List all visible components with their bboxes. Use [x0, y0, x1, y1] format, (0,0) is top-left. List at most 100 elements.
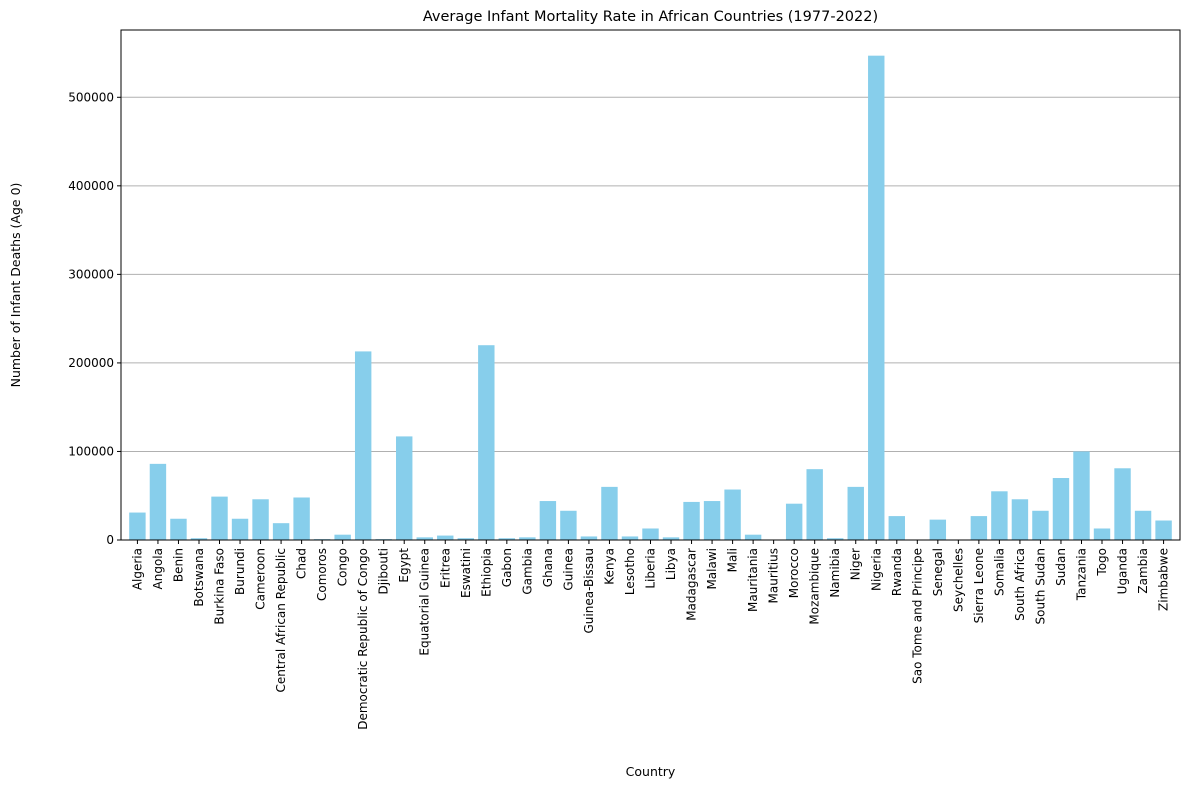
x-tick-label: Burundi	[233, 548, 247, 595]
x-tick-label: Eritrea	[438, 548, 452, 588]
x-tick-label: Algeria	[130, 548, 144, 590]
y-tick-label: 100000	[68, 444, 114, 458]
x-tick-label: Botswana	[192, 548, 206, 607]
x-tick-label: Togo	[1095, 548, 1109, 577]
x-tick-label: Zimbabwe	[1157, 548, 1171, 611]
x-tick-label: Morocco	[787, 548, 801, 598]
bar	[540, 501, 556, 540]
bar	[150, 464, 166, 540]
x-tick-label: Libya	[664, 548, 678, 580]
x-tick-label: South Sudan	[1033, 548, 1047, 625]
grid-lines	[121, 97, 1180, 540]
x-axis-label: Country	[626, 764, 676, 779]
bar	[642, 528, 658, 540]
x-tick-label: Benin	[171, 548, 185, 582]
bars	[129, 56, 1172, 540]
x-tick-label: South Africa	[1013, 548, 1027, 621]
x-tick-label: Egypt	[397, 548, 411, 583]
bar	[170, 519, 186, 540]
chart-title: Average Infant Mortality Rate in African…	[423, 9, 878, 25]
x-tick-label: Djibouti	[377, 548, 391, 595]
x-tick-label: Burkina Faso	[213, 548, 227, 625]
bar	[581, 536, 597, 540]
x-tick-label: Zambia	[1136, 548, 1150, 594]
plot-frame	[121, 30, 1180, 540]
x-tick-label: Equatorial Guinea	[418, 548, 432, 656]
x-tick-label: Guinea	[561, 548, 575, 591]
y-axis-label: Number of Infant Deaths (Age 0)	[8, 183, 23, 388]
x-tick-label: Kenya	[602, 548, 616, 585]
x-tick-label: Sudan	[1054, 548, 1068, 586]
bar	[991, 491, 1007, 540]
x-tick-label: Madagascar	[685, 548, 699, 621]
x-tick-label: Gambia	[520, 548, 534, 595]
x-tick-label: Liberia	[644, 548, 658, 589]
bar	[704, 501, 720, 540]
bar	[971, 516, 987, 540]
bar	[252, 499, 268, 540]
bar	[560, 511, 576, 540]
bar	[1032, 511, 1048, 540]
x-tick-label: Seychelles	[951, 548, 965, 612]
x-tick-label: Uganda	[1116, 548, 1130, 594]
bar	[786, 504, 802, 540]
x-tick-label: Comoros	[315, 548, 329, 601]
bar	[1012, 499, 1028, 540]
bar	[889, 516, 905, 540]
bar	[1114, 468, 1130, 540]
x-tick-label: Tanzania	[1074, 548, 1088, 601]
x-tick-label: Somalia	[992, 548, 1006, 596]
x-tick-label: Ethiopia	[479, 548, 493, 597]
bar	[806, 469, 822, 540]
bar	[724, 490, 740, 540]
x-tick-label: Mali	[726, 548, 740, 572]
bar	[1094, 528, 1110, 540]
x-tick-label: Sao Tome and Principe	[910, 548, 924, 684]
y-tick-label: 500000	[68, 90, 114, 104]
bar	[334, 535, 350, 540]
x-tick-label: Central African Republic	[274, 548, 288, 692]
x-tick-label: Malawi	[705, 548, 719, 590]
x-tick-label: Cameroon	[254, 548, 268, 610]
bar	[683, 502, 699, 540]
y-tick-label: 300000	[68, 267, 114, 281]
x-axis-ticks: Algeria Angola Benin Botswana Burkina Faso Bu…	[130, 540, 1170, 730]
bar	[437, 536, 453, 540]
bar	[478, 345, 494, 540]
x-tick-label: Guinea-Bissau	[582, 548, 596, 634]
bar	[848, 487, 864, 540]
x-tick-label: Eswatini	[459, 548, 473, 598]
x-tick-label: Mozambique	[808, 548, 822, 625]
bar	[930, 520, 946, 540]
bar	[232, 519, 248, 540]
bar	[1155, 521, 1171, 540]
x-tick-label: Congo	[336, 548, 350, 586]
bar	[355, 351, 371, 540]
bar	[601, 487, 617, 540]
x-tick-label: Ghana	[541, 548, 555, 587]
x-tick-label: Democratic Republic of Congo	[356, 548, 370, 730]
bar	[1135, 511, 1151, 540]
y-axis-ticks: 0 100000 200000 300000 400000 500000	[68, 90, 121, 547]
bar	[273, 523, 289, 540]
x-tick-label: Sierra Leone	[972, 548, 986, 623]
x-tick-label: Gabon	[500, 548, 514, 587]
x-tick-label: Niger	[849, 548, 863, 580]
y-tick-label: 400000	[68, 179, 114, 193]
bar	[1053, 478, 1069, 540]
x-tick-label: Lesotho	[623, 548, 637, 595]
bar	[293, 498, 309, 541]
bar	[396, 436, 412, 540]
x-tick-label: Senegal	[931, 548, 945, 596]
x-tick-label: Mauritius	[767, 548, 781, 603]
bar	[129, 513, 145, 540]
bar	[211, 497, 227, 540]
bar	[745, 535, 761, 540]
y-tick-label: 200000	[68, 356, 114, 370]
bar	[1073, 451, 1089, 540]
y-tick-label: 0	[106, 533, 114, 547]
x-tick-label: Angola	[151, 548, 165, 589]
x-tick-label: Chad	[295, 548, 309, 579]
